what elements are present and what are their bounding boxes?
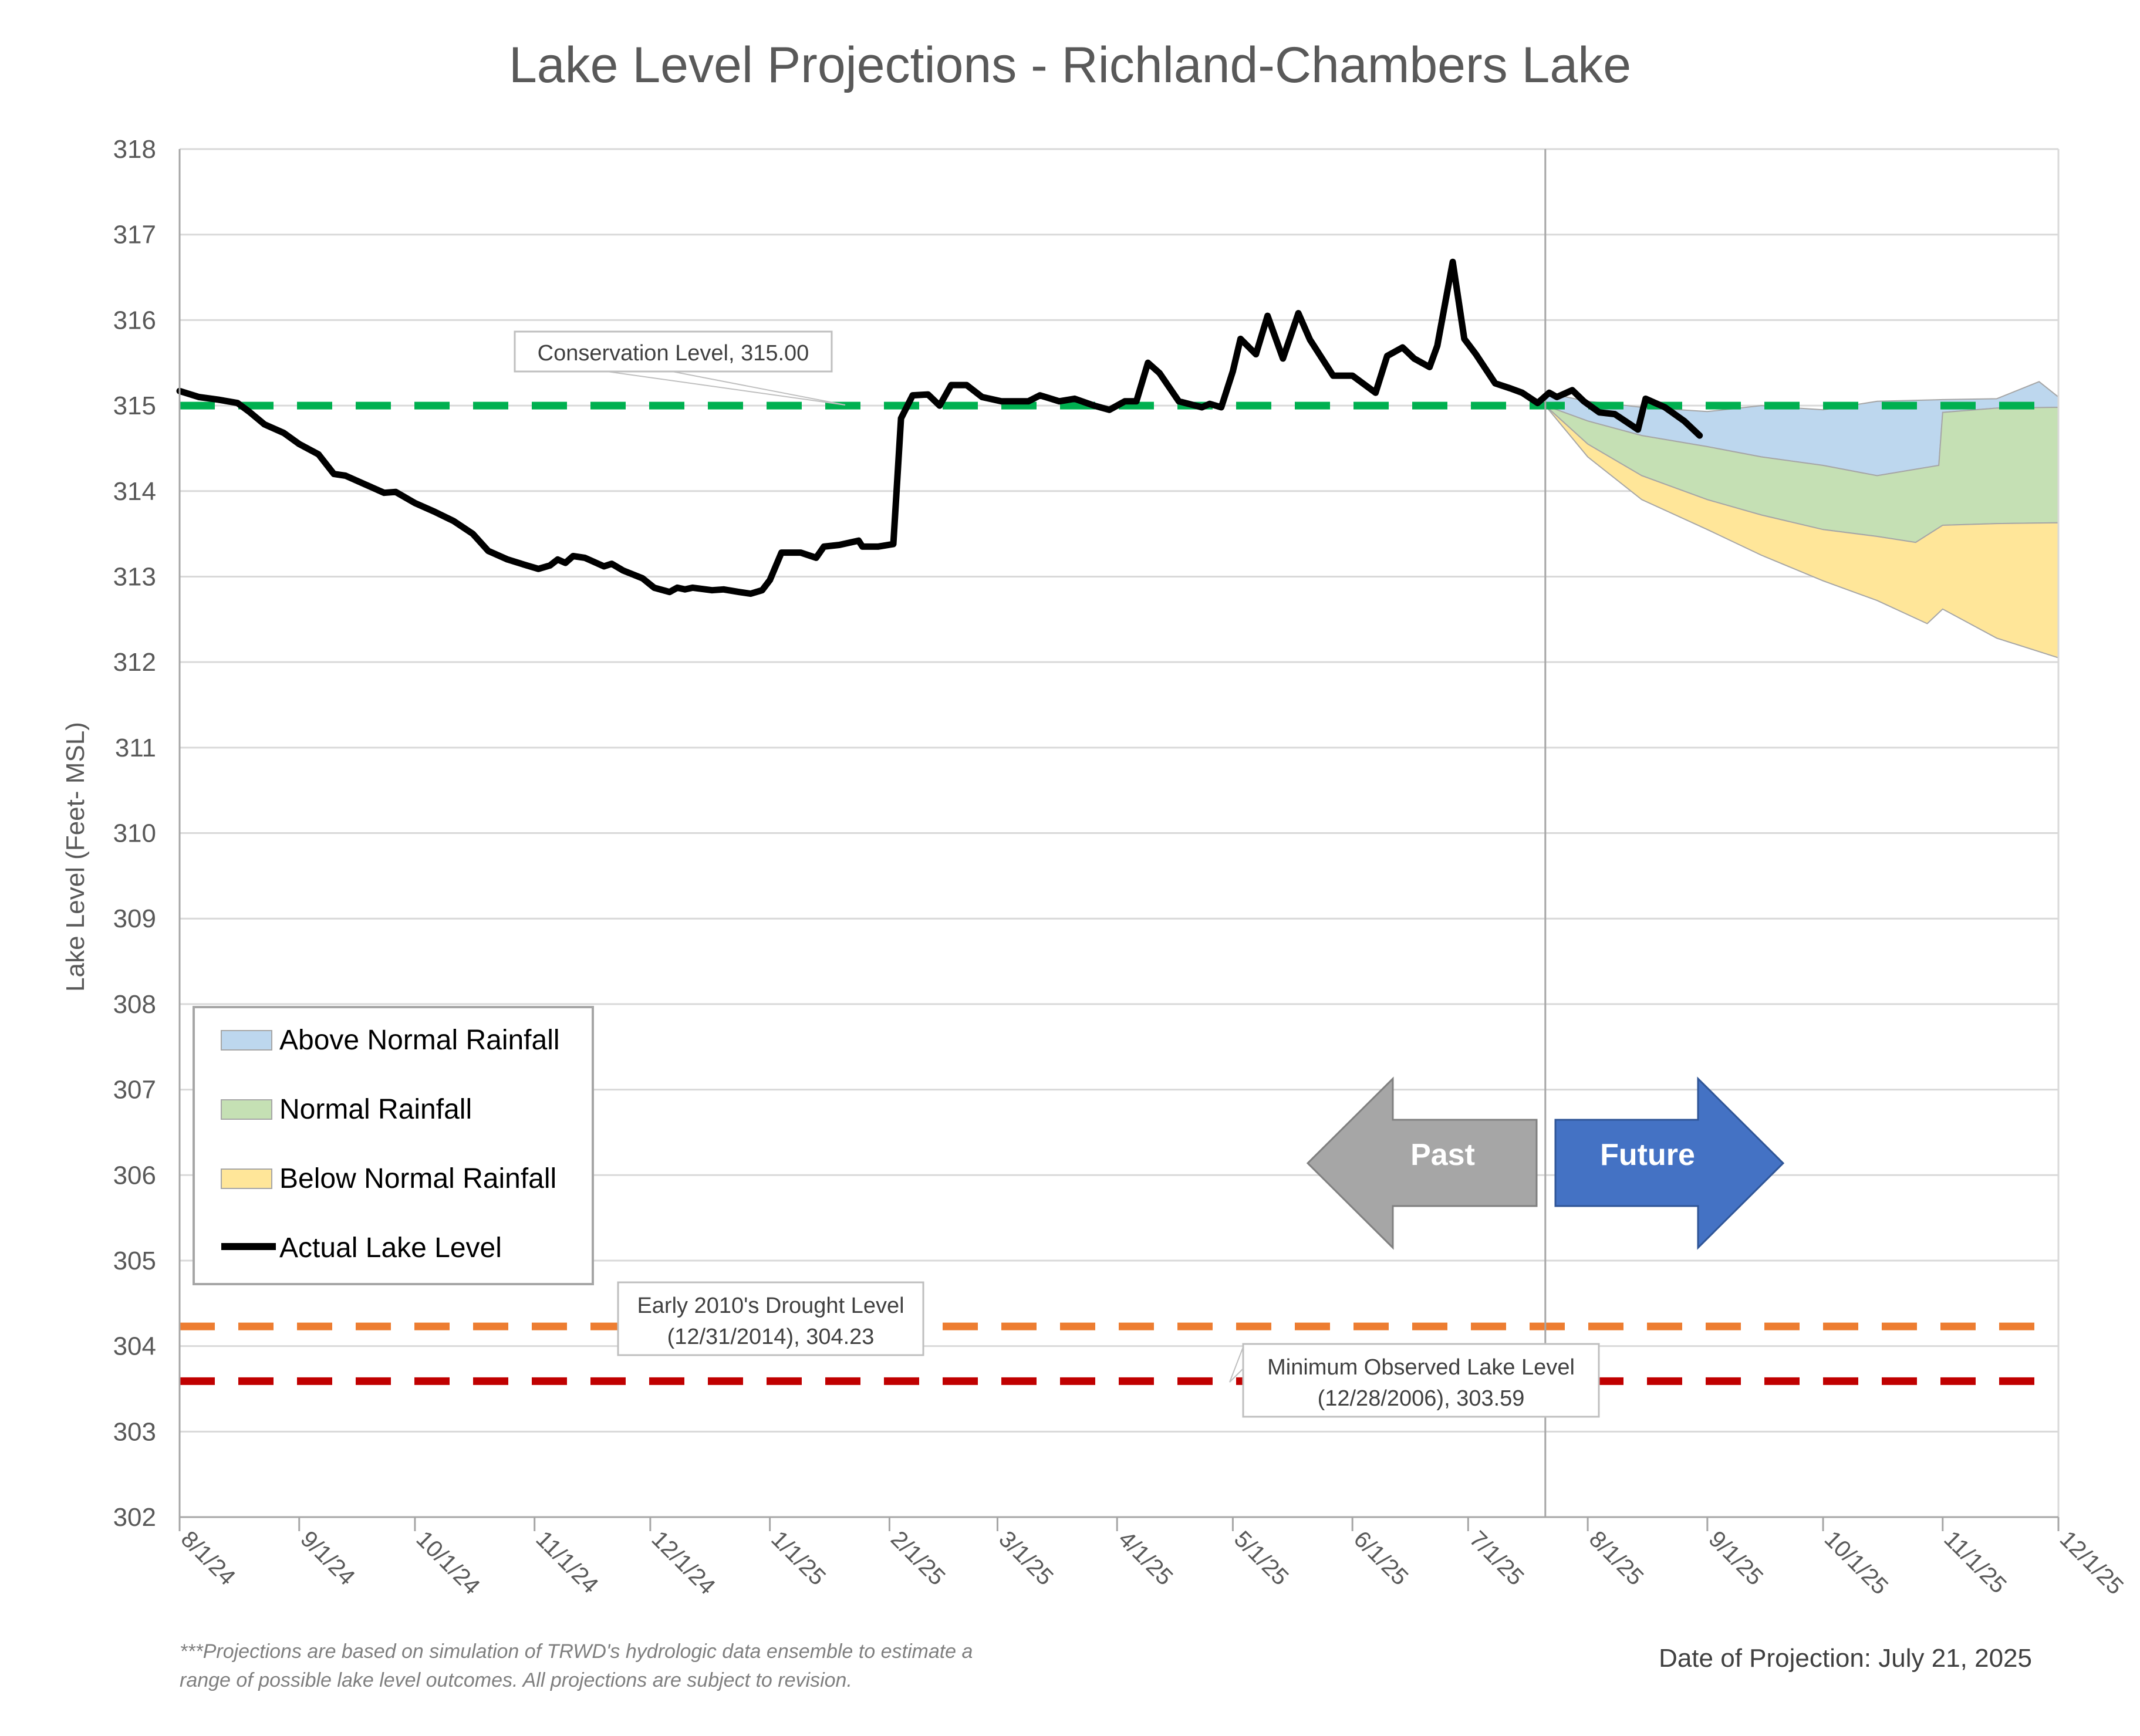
- legend-swatch-below-normal: [221, 1168, 272, 1189]
- y-tick-305: 305: [113, 1247, 156, 1275]
- actual-level-line: [176, 258, 1703, 597]
- y-tick-labels: 302 303 304 305 306 307 308 309 310 311 312 313 314 3…: [113, 135, 156, 1532]
- legend-entry-below-normal: Below Normal Rainfall: [221, 1163, 556, 1194]
- footnote-line1: ***Projections are based on simulation o…: [180, 1640, 973, 1663]
- y-tick-306: 306: [113, 1161, 156, 1190]
- y-tick-315: 315: [113, 391, 156, 420]
- conservation-callout: Conservation Level, 315.00: [514, 330, 846, 406]
- y-tick-318: 318: [113, 135, 156, 164]
- future-arrow: Future: [1554, 1076, 1785, 1250]
- y-tick-311: 311: [115, 734, 156, 762]
- projection-date: Date of Projection: July 21, 2025: [1659, 1644, 2032, 1673]
- y-tick-312: 312: [113, 648, 156, 677]
- y-axis-label: Lake Level (Feet- MSL): [61, 722, 90, 992]
- legend-label-above-normal: Above Normal Rainfall: [279, 1025, 560, 1056]
- drought-callout-line2: (12/31/2014), 304.23: [667, 1325, 875, 1349]
- y-tick-303: 303: [113, 1417, 156, 1446]
- legend: Above Normal Rainfall Normal Rainfall Be…: [193, 1006, 594, 1285]
- y-tick-317: 317: [113, 221, 156, 249]
- y-tick-309: 309: [113, 904, 156, 933]
- minimum-callout-line1: Minimum Observed Lake Level: [1267, 1355, 1575, 1380]
- y-tick-314: 314: [113, 477, 156, 506]
- y-tick-316: 316: [113, 306, 156, 335]
- legend-box: [193, 1006, 594, 1285]
- y-tick-313: 313: [113, 562, 156, 591]
- legend-swatch-above-normal: [221, 1030, 272, 1051]
- past-arrow-shape: [1306, 1076, 1538, 1250]
- past-arrow: Past: [1306, 1076, 1538, 1250]
- legend-label-actual: Actual Lake Level: [279, 1232, 502, 1264]
- legend-entry-normal: Normal Rainfall: [221, 1094, 472, 1125]
- legend-label-normal: Normal Rainfall: [279, 1094, 472, 1125]
- drought-callout-line1: Early 2010's Drought Level: [637, 1293, 904, 1318]
- drought-callout-box: [617, 1281, 924, 1356]
- legend-entry-above-normal: Above Normal Rainfall: [221, 1025, 560, 1056]
- minimum-callout-line2: (12/28/2006), 303.59: [1318, 1386, 1525, 1411]
- actual-level-series: [176, 258, 1703, 597]
- conservation-callout-text: Conservation Level, 315.00: [538, 341, 809, 366]
- y-tick-307: 307: [113, 1076, 156, 1105]
- past-arrow-label: Past: [1410, 1138, 1475, 1172]
- minimum-callout-box: [1242, 1343, 1600, 1418]
- footnote-line2: range of possible lake level outcomes. A…: [180, 1669, 852, 1691]
- chart-title: Lake Level Projections - Richland-Chambe…: [509, 37, 1631, 93]
- conservation-callout-box: [514, 330, 833, 373]
- legend-entry-actual: Actual Lake Level: [221, 1232, 502, 1264]
- legend-label-below-normal: Below Normal Rainfall: [279, 1163, 556, 1194]
- y-tick-308: 308: [113, 990, 156, 1019]
- axes: [178, 149, 2060, 1531]
- minimum-callout: Minimum Observed Lake Level (12/28/2006)…: [1229, 1343, 1600, 1418]
- y-tick-304: 304: [113, 1332, 156, 1361]
- y-tick-310: 310: [113, 819, 156, 848]
- y-tick-302: 302: [113, 1503, 156, 1532]
- drought-callout: Early 2010's Drought Level (12/31/2014),…: [617, 1281, 924, 1356]
- future-arrow-label: Future: [1600, 1138, 1695, 1172]
- future-arrow-shape: [1554, 1076, 1785, 1250]
- legend-swatch-normal: [221, 1099, 272, 1120]
